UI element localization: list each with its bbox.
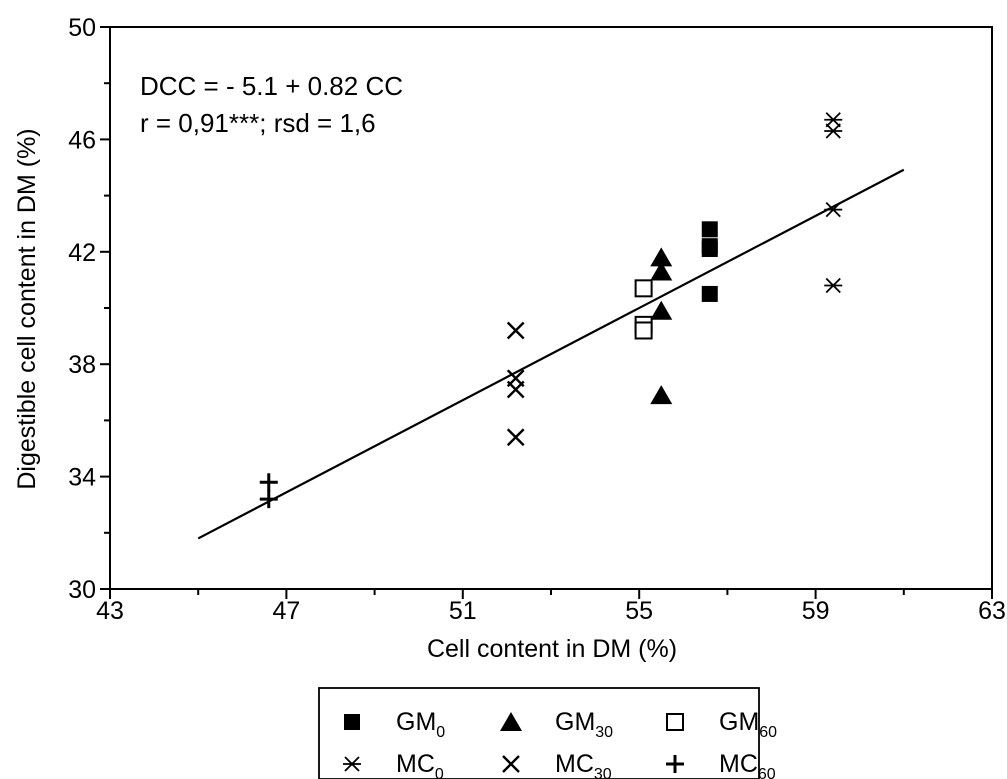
- data-point-mc60: [259, 473, 278, 492]
- x-tick-label: 55: [625, 597, 653, 625]
- y-tick-label: 50: [68, 14, 96, 42]
- legend: GM0 GM30 GM60 MC0 MC30 MC60: [318, 687, 777, 779]
- legend-label-mc30: MC30: [555, 750, 612, 779]
- x-axis-title: Cell content in DM (%): [427, 635, 677, 663]
- data-point-mc30: [506, 428, 525, 447]
- data-point-gm30: [650, 247, 673, 267]
- x-tick-label: 43: [96, 597, 124, 625]
- y-tick-label: 42: [68, 239, 96, 267]
- data-point-gm30: [650, 385, 673, 405]
- data-point-mc0: [824, 277, 843, 294]
- data-point-mc0: [824, 112, 843, 128]
- x-tick-label: 51: [449, 597, 477, 625]
- data-point-gm30: [650, 261, 673, 281]
- y-tick-label: 34: [68, 464, 96, 492]
- data-point-mc30: [506, 321, 525, 340]
- correlation-stats: r = 0,91***; rsd = 1,6: [140, 108, 376, 138]
- legend-marker-mc30: [502, 755, 520, 773]
- data-point-mc60: [259, 490, 278, 509]
- data-point-gm60: [634, 321, 653, 340]
- axes: 43 47 51 55 59 63 30 34 38 42 46 50: [68, 14, 1006, 625]
- data-points: [259, 112, 843, 509]
- legend-marker-gm60: [666, 713, 684, 731]
- data-point-gm60: [634, 279, 653, 298]
- x-tick-label: 59: [802, 597, 830, 625]
- legend-marker-mc0: [343, 756, 361, 772]
- data-point-gm0: [701, 221, 718, 238]
- legend-label-mc60: MC60: [719, 750, 776, 779]
- legend-marker-mc60: [666, 755, 684, 773]
- data-point-mc30: [506, 380, 525, 399]
- data-point-mc0: [824, 202, 843, 218]
- data-point-gm0: [701, 240, 718, 257]
- regression-line: [197, 168, 905, 540]
- x-tick-label: 63: [978, 597, 1006, 625]
- regression-equation: DCC = - 5.1 + 0.82 CC: [140, 71, 403, 101]
- data-point-gm30: [650, 300, 673, 320]
- x-tick-label: 47: [272, 597, 300, 625]
- legend-label-gm30: GM30: [555, 708, 613, 741]
- legend-label-gm0: GM0: [396, 708, 445, 741]
- y-axis-title: Digestible cell content in DM (%): [13, 128, 41, 489]
- legend-marker-gm0: [344, 714, 360, 730]
- data-point-mc0: [824, 123, 843, 139]
- y-tick-label: 38: [68, 351, 96, 379]
- y-tick-label: 46: [68, 126, 96, 154]
- legend-label-mc0: MC0: [396, 750, 444, 779]
- legend-label-gm60: GM60: [719, 708, 777, 741]
- data-point-gm0: [701, 285, 718, 302]
- legend-marker-gm30: [500, 712, 522, 731]
- y-tick-label: 30: [68, 576, 96, 604]
- legend-box: [318, 687, 760, 779]
